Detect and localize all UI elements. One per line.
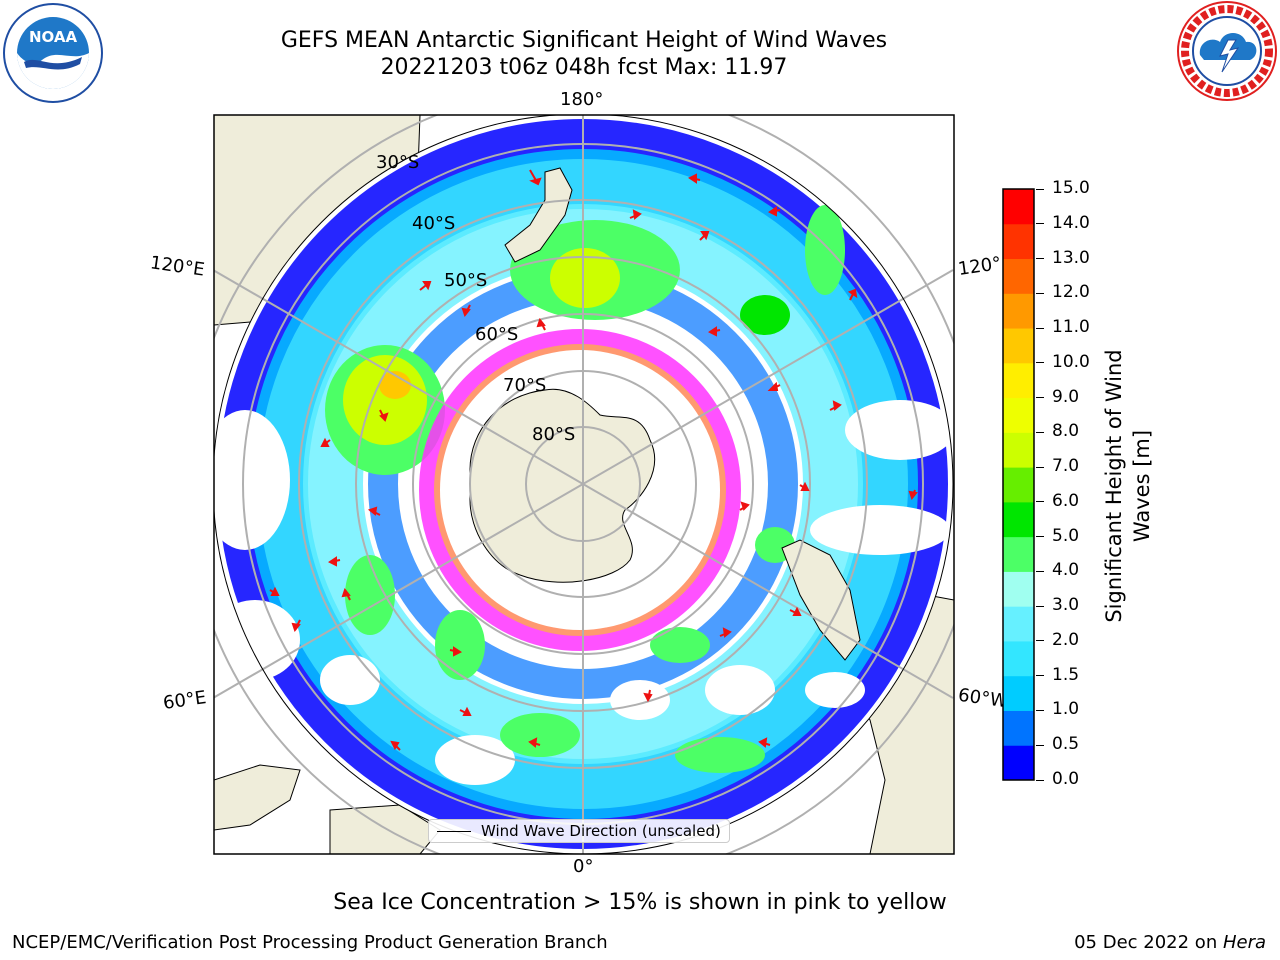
colorbar-tick-mark [1036,605,1044,607]
footer-right: 05 Dec 2022 on Hera [1074,932,1266,953]
colorbar-tick-mark [1036,397,1044,399]
noaa-logo: NOAA [3,3,103,103]
lat-label-80s: 80°S [532,424,576,445]
legend-line-icon [437,830,471,832]
colorbar-tick-label: 4.0 [1052,560,1080,581]
colorbar-tick-label: 15.0 [1052,178,1090,198]
colorbar-tick-mark [1036,640,1044,642]
lat-label-60s: 60°S [475,324,519,345]
map-legend: Wind Wave Direction (unscaled) [428,819,730,843]
lat-label-40s: 40°S [412,213,456,234]
colorbar-tick-label: 8.0 [1052,421,1080,442]
legend-label: Wind Wave Direction (unscaled) [481,822,721,840]
colorbar-tick-mark [1036,292,1044,294]
lat-label-30s: 30°S [376,152,420,173]
colorbar-tick-label: 0.5 [1052,734,1080,755]
colorbar-segment [1003,189,1034,225]
colorbar-tick-mark [1036,327,1044,329]
colorbar-tick-label: 11.0 [1052,317,1090,338]
colorbar-tick-mark [1036,362,1044,364]
colorbar-tick-label: 1.0 [1052,699,1080,720]
colorbar-segment [1003,432,1034,468]
lat-label-70s: 70°S [503,375,547,396]
colorbar-segment [1003,571,1034,607]
map-title-line2: 20221203 t06z 048h fcst Max: 11.97 [380,55,788,80]
colorbar-tick-mark [1036,188,1044,190]
colorbar-tick-label: 6.0 [1052,490,1080,511]
colorbar-tick-label: 2.0 [1052,629,1080,650]
colorbar-segment [1003,536,1034,572]
colorbar-segment [1003,223,1034,260]
colorbar-tick-mark [1036,536,1044,538]
lon-label-180: 180° [560,89,604,110]
colorbar-tick-mark [1036,744,1044,746]
nws-logo [1177,1,1277,101]
lat-label-50s: 50°S [444,270,488,291]
colorbar-tick-mark [1036,675,1044,677]
sea-ice-note: Sea Ice Concentration > 15% is shown in … [333,890,947,915]
colorbar-tick-mark [1036,779,1044,781]
colorbar-tick-mark [1036,431,1044,433]
graticule [214,115,954,854]
colorbar-tick-label: 5.0 [1052,525,1080,546]
colorbar-tick-label: 14.0 [1052,212,1090,233]
colorbar-tick-label: 13.0 [1052,247,1090,268]
colorbar-segment [1003,710,1034,746]
colorbar-tick-label: 7.0 [1052,456,1080,477]
wind-wave-arrows [269,169,918,751]
noaa-logo-text: NOAA [29,28,78,46]
colorbar-segment [1003,293,1034,329]
colorbar-tick-label: 12.0 [1052,282,1090,303]
colorbar-title-line1: Significant Height of Wind [1102,349,1126,623]
footer-host: Hera [1222,932,1266,953]
colorbar-segment [1003,675,1034,711]
colorbar [1002,188,1035,781]
colorbar-segment [1003,640,1034,677]
colorbar-segment [1003,467,1034,503]
colorbar-title: Significant Height of Wind Waves [m] [1100,336,1156,636]
colorbar-tick-label: 0.0 [1052,769,1080,789]
footer-left: NCEP/EMC/Verification Post Processing Pr… [12,932,608,953]
colorbar-segment [1003,362,1034,399]
colorbar-segment [1003,328,1034,364]
map-title-line1: GEFS MEAN Antarctic Significant Height o… [280,28,888,53]
colorbar-tick-mark [1036,223,1044,225]
colorbar-title-line2: Waves [m] [1130,429,1154,543]
colorbar-tick-mark [1036,501,1044,503]
colorbar-tick-mark [1036,466,1044,468]
colorbar-tick-label: 1.5 [1052,664,1080,685]
colorbar-segment [1003,606,1034,642]
colorbar-segment [1003,397,1034,433]
colorbar-segment [1003,745,1034,781]
colorbar-tick-label: 3.0 [1052,595,1080,616]
lon-label-0: 0° [573,856,594,877]
colorbar-tick-label: 9.0 [1052,386,1080,407]
footer-date: 05 Dec 2022 on [1074,932,1223,953]
colorbar-tick-label: 10.0 [1052,351,1090,372]
colorbar-segment [1003,258,1034,294]
colorbar-tick-mark [1036,258,1044,260]
colorbar-segment [1003,501,1034,538]
colorbar-tick-mark [1036,709,1044,711]
colorbar-tick-mark [1036,570,1044,572]
